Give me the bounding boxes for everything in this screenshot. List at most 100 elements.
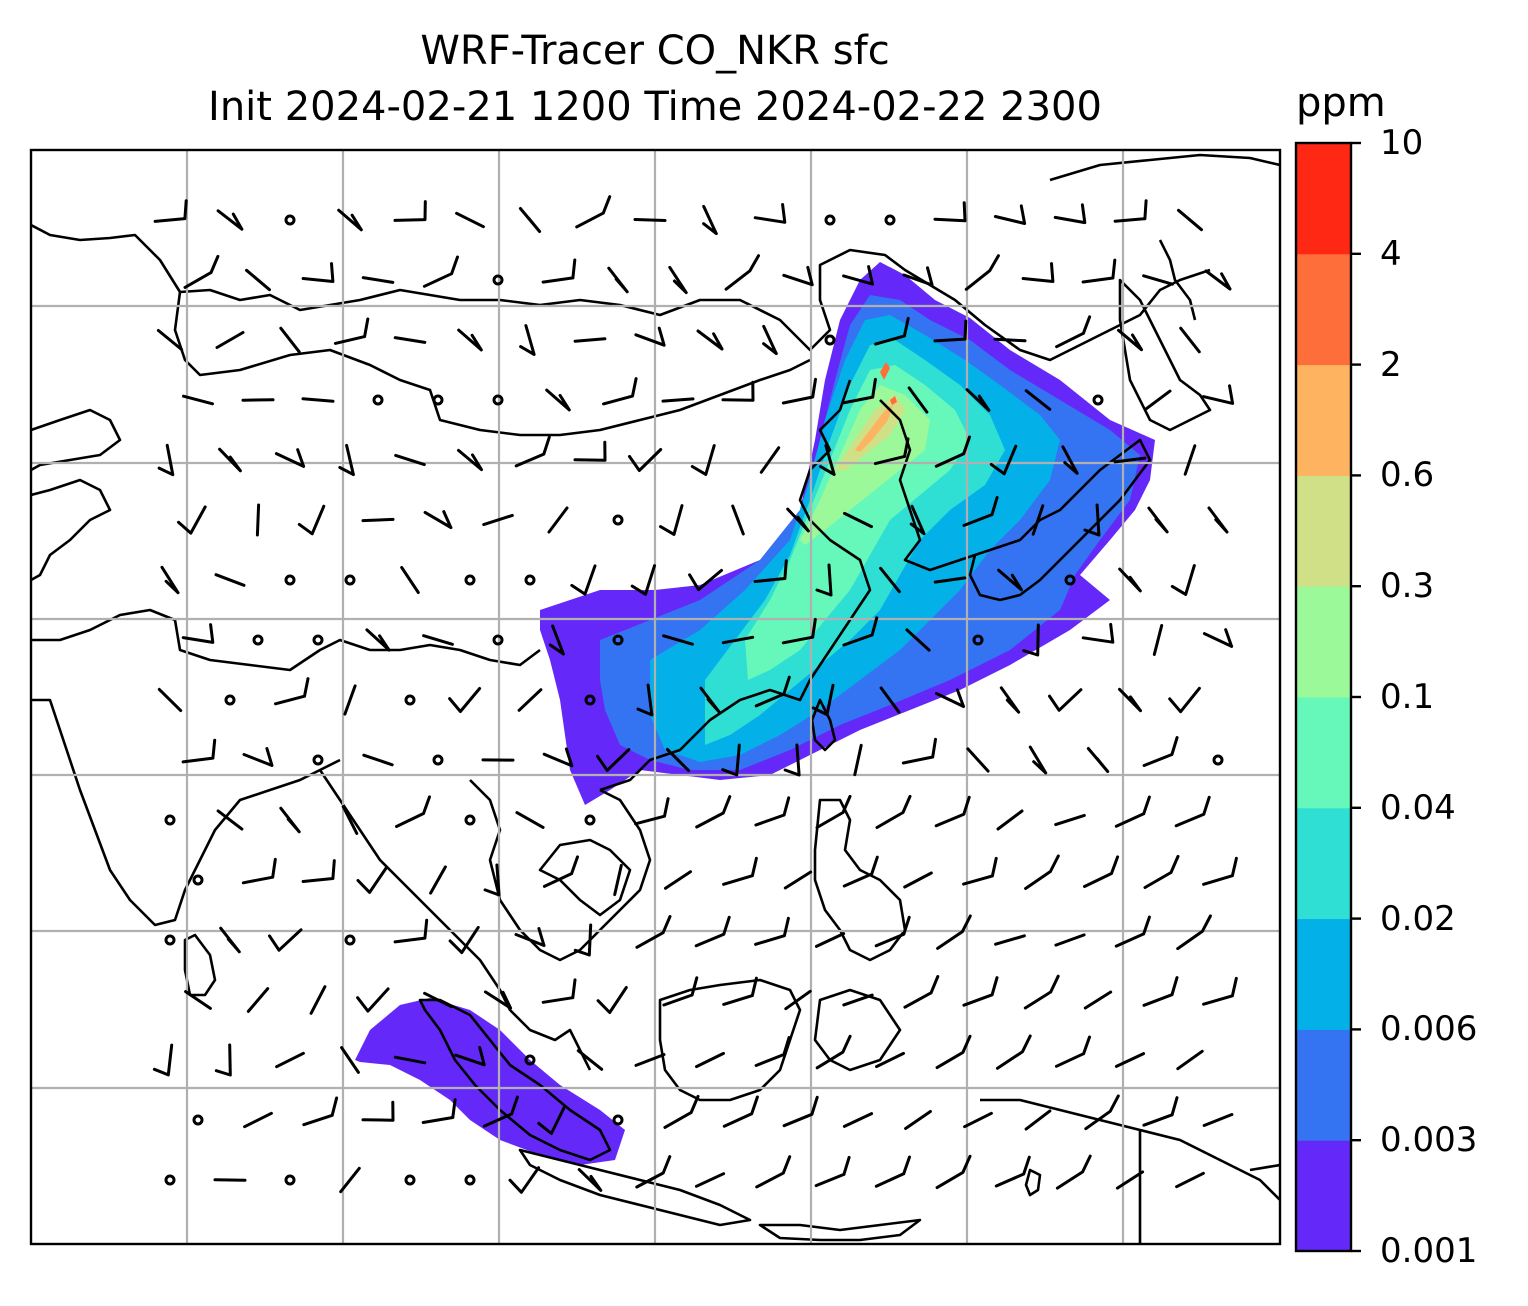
wind-barb [573,337,607,343]
calm-wind-marker [492,394,504,406]
calm-wind-marker [1212,754,1224,766]
wind-barb [337,208,363,232]
wind-barb [759,446,781,474]
wind-barb [483,863,501,897]
wind-barb [903,871,933,889]
wind-barb [245,268,271,292]
wind-barb [421,1098,457,1124]
calm-wind-marker [192,874,204,886]
wind-barb [1147,506,1169,534]
wind-barb [457,328,483,352]
colorbar-tick-label: 2 [1380,344,1402,385]
calm-wind-marker [344,934,356,946]
wind-barb [1175,1171,1205,1189]
calm-wind-marker [372,394,384,406]
calm-wind-marker [972,634,984,646]
wind-barb [694,1172,726,1188]
wind-barb [279,326,301,354]
wind-barb [633,218,667,222]
wind-barb [662,634,694,646]
wind-barb [268,928,303,952]
wind-barb [519,324,536,356]
wind-barb [1176,914,1212,951]
calm-wind-marker [464,574,476,586]
wind-barb [547,506,569,534]
wind-barb [724,254,760,291]
wind-barb [1083,855,1120,888]
wind-barb [301,859,336,883]
wind-barb [613,863,623,897]
wind-barb [1142,976,1179,1007]
wind-barb [909,504,926,536]
wind-barb [246,987,270,1013]
wind-barb [997,568,1023,592]
wind-barb [874,1155,911,1188]
wind-barb [570,564,597,596]
wind-barb [754,916,790,946]
colorbar-tick-label: 0.3 [1380,566,1435,607]
wind-barb [904,1110,932,1130]
calm-wind-marker [492,274,504,286]
wind-barb [1113,456,1147,464]
wind-barb [783,870,813,890]
wind-barb [573,923,593,957]
wind-barb [215,331,245,349]
wind-barb [755,1155,792,1189]
calm-wind-marker [252,634,264,646]
wind-barb [842,265,874,286]
wind-barb [514,435,551,468]
wind-barb [160,565,180,595]
wind-barb [1054,1035,1091,1068]
wind-barb [218,447,242,473]
wind-barb [482,1095,519,1128]
calm-wind-marker [164,1174,176,1186]
wind-barb [696,329,724,351]
wind-barb [152,1043,174,1077]
colorbar-tick-label: 10 [1380,123,1424,163]
wind-barb [754,796,791,827]
wind-barb [448,925,480,955]
wind-barb [842,616,879,647]
wind-barb [455,211,485,229]
wind-barb [873,437,910,466]
wind-barb [1023,974,1060,1010]
wind-barb [665,747,691,773]
colorbar-tick-label: 0.003 [1380,1120,1478,1161]
calm-wind-marker [1064,574,1076,586]
wind-barb [1055,1154,1092,1190]
wind-barb [1117,328,1143,352]
wind-barb [1048,688,1083,712]
wind-barb [1202,976,1238,1006]
wind-barb [1024,1109,1052,1131]
wind-barb [157,687,183,713]
wind-barb [842,855,879,888]
calm-wind-marker [824,214,836,226]
wind-barb [901,737,937,765]
wind-barb [517,688,543,712]
calm-wind-marker [492,634,504,646]
wind-barb [996,1034,1032,1070]
wind-barb [933,319,968,343]
wind-barb [400,566,420,594]
wind-barb [853,743,863,777]
wind-barb [1142,736,1179,767]
wind-barb [575,195,612,229]
wind-barb [181,623,215,644]
wind-barb [1024,389,1052,411]
wind-barb [966,747,990,773]
wind-barb [515,811,545,829]
wind-barb [1028,745,1048,775]
wind-barb [309,985,327,1015]
wind-barb [1114,795,1151,828]
calm-wind-marker [312,754,324,766]
calm-wind-marker [1092,394,1104,406]
colorbar-band [1296,697,1351,809]
wind-barb [541,978,577,1004]
wind-barb [842,993,874,1007]
calm-wind-marker [464,814,476,826]
wind-barb [842,1112,874,1128]
wind-barb [508,1166,541,1194]
wind-barb [302,1096,339,1127]
wind-barb [781,617,817,645]
wind-barb [184,990,212,1010]
